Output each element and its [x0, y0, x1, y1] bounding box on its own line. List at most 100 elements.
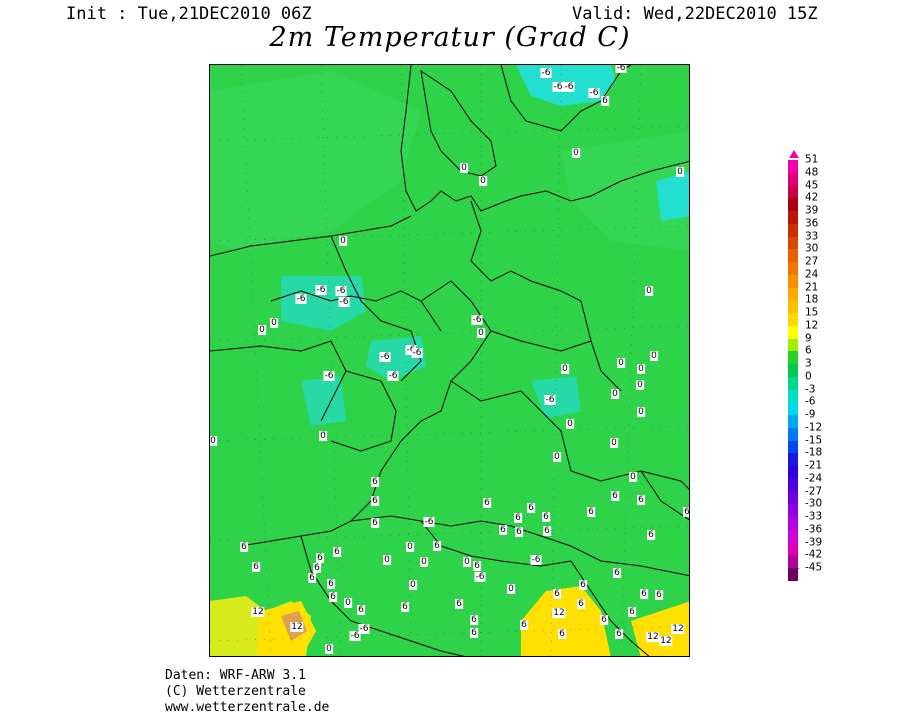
legend-swatch — [788, 376, 798, 390]
contour-label: 0 — [553, 452, 561, 462]
contour-label: 6 — [499, 525, 507, 535]
legend-swatch — [788, 427, 798, 441]
contour-label: -6 — [474, 572, 486, 582]
legend-swatch — [788, 466, 798, 479]
contour-label: 0 — [610, 438, 618, 448]
cold-patch-baltic — [656, 171, 689, 221]
legend-label: -15 — [805, 434, 823, 446]
temperature-map: -6-6-6-6-6600000-6-6-6-6000-60-6-6-60000… — [209, 64, 690, 657]
contour-label: -6 — [471, 315, 483, 325]
baltic-zone — [561, 131, 689, 251]
legend-swatch — [788, 223, 798, 237]
contour-label: -6 — [405, 345, 417, 355]
contour-label: 0 — [477, 328, 485, 338]
contour-label: 0 — [645, 286, 653, 296]
legend-label: -30 — [805, 497, 823, 510]
legend-swatch — [788, 160, 798, 173]
contour-label: 12 — [671, 624, 685, 634]
legend-swatch — [788, 249, 798, 262]
legend-label: 21 — [805, 281, 819, 293]
contour-label: 12 — [290, 622, 304, 632]
contour-label: -6 — [423, 517, 435, 527]
contour-label: 0 — [617, 358, 625, 368]
contour-label: -6 — [349, 631, 361, 641]
contour-label: 0 — [561, 364, 569, 374]
contour-label: -6 — [544, 395, 556, 405]
legend-swatch — [788, 274, 798, 288]
legend-label: 18 — [805, 293, 819, 306]
legend-swatch — [788, 440, 798, 454]
legend-swatch — [788, 351, 798, 364]
contour-label: 6 — [577, 599, 585, 609]
contour-label: 6 — [579, 580, 587, 590]
contour-label: -6 — [358, 624, 370, 634]
contour-label: 6 — [327, 579, 335, 589]
contour-label: 6 — [628, 607, 636, 617]
legend-swatch — [788, 300, 798, 313]
contour-label: -6 — [323, 371, 335, 381]
legend-swatch — [788, 568, 798, 581]
legend-label: -21 — [805, 459, 823, 472]
cold-patch-belgium — [301, 376, 346, 426]
contour-label: 0 — [258, 325, 266, 335]
legend-label: 39 — [805, 204, 819, 217]
legend-swatch — [788, 211, 798, 224]
contour-label: 0 — [566, 419, 574, 429]
contour-label: 6 — [640, 589, 648, 599]
contour-label: 6 — [637, 495, 645, 505]
contour-label: 6 — [433, 541, 441, 551]
contour-label: -6 — [315, 285, 327, 295]
legend-swatch — [788, 517, 798, 530]
init-time-label: Init : Tue,21DEC2010 06Z — [66, 4, 312, 24]
contour-label: 6 — [483, 498, 491, 508]
contour-label: 6 — [252, 562, 260, 572]
legend-label: 6 — [805, 344, 812, 357]
hot-patch-south — [521, 586, 611, 656]
contour-label: 0 — [339, 236, 347, 246]
legend-label: 51 — [805, 153, 819, 166]
legend-label: -33 — [805, 510, 823, 523]
legend-label: -39 — [805, 536, 823, 548]
color-legend: 51 48 45 42 39 36 33 30 27 24 21 18 15 12 9 6 3 0 -3 -6 -9 -1… — [788, 150, 898, 581]
contour-label: 6 — [553, 589, 561, 599]
contour-label: 0 — [676, 167, 684, 177]
hot-patch-southeast — [631, 601, 689, 656]
legend-swatch — [788, 389, 798, 403]
contour-label: 6 — [371, 477, 379, 487]
legend-swatch — [788, 338, 798, 352]
contour-label: 12 — [552, 608, 566, 618]
contour-label: 6 — [520, 620, 528, 630]
legend-swatch — [788, 415, 798, 428]
contour-label: 0 — [629, 472, 637, 482]
legend-label: -3 — [805, 383, 816, 395]
contour-label: 6 — [401, 602, 409, 612]
legend-label: -6 — [805, 395, 816, 408]
contour-label: -6 — [530, 555, 542, 565]
data-source-line: Daten: WRF-ARW 3.1 — [165, 668, 306, 683]
contour-label: 0 — [319, 431, 327, 441]
legend-swatch — [788, 185, 798, 199]
legend-swatch — [788, 364, 798, 377]
legend-swatch — [788, 287, 798, 301]
contour-label: 6 — [316, 553, 324, 563]
contour-label: 6 — [515, 527, 523, 537]
contour-label: 6 — [514, 513, 522, 523]
legend-swatch — [788, 529, 798, 543]
contour-label: 0 — [460, 163, 468, 173]
contour-label: 0 — [637, 364, 645, 374]
contour-label: 6 — [473, 561, 481, 571]
contour-label: 6 — [558, 629, 566, 639]
legend-label: 0 — [805, 370, 812, 383]
legend-swatch — [788, 453, 798, 466]
legend-swatch — [788, 198, 798, 211]
contour-label: 6 — [333, 547, 341, 557]
valid-time-label: Valid: Wed,22DEC2010 15Z — [572, 4, 818, 24]
legend-swatch — [788, 555, 798, 568]
contour-label: 0 — [637, 407, 645, 417]
contour-label: 6 — [611, 491, 619, 501]
legend-label: 12 — [805, 319, 819, 332]
legend-label: -18 — [805, 446, 823, 459]
contour-label: 6 — [240, 542, 248, 552]
legend-label: -12 — [805, 421, 823, 434]
contour-label: 0 — [270, 318, 278, 328]
